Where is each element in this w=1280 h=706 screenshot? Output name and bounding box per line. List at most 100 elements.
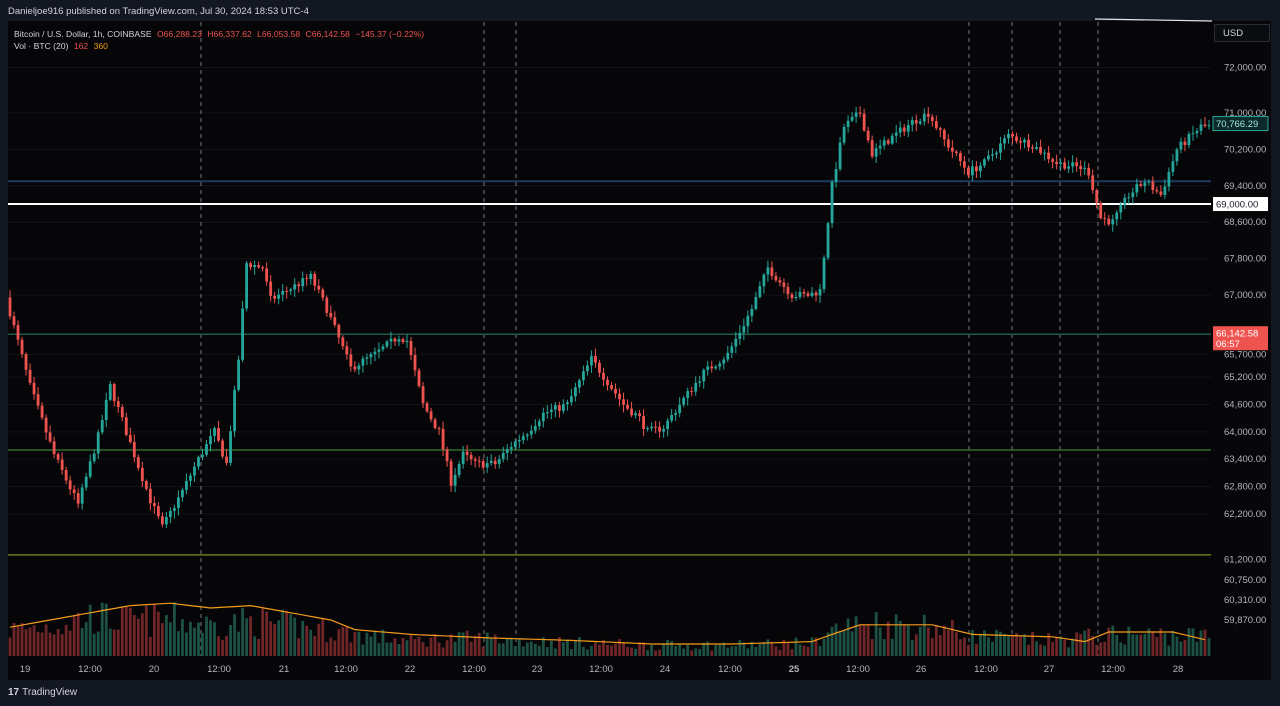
volume-bar <box>249 616 253 656</box>
volume-bar <box>1103 641 1107 656</box>
candle <box>409 340 413 356</box>
volume-bar <box>622 642 625 656</box>
volume-bar <box>120 606 124 656</box>
candle <box>501 452 505 460</box>
publish-info: Danieljoe916 published on TradingView.co… <box>8 6 309 17</box>
price-tick-label: 67,000.00 <box>1224 290 1266 301</box>
candle <box>425 403 429 412</box>
candle <box>389 338 393 342</box>
candle <box>594 355 597 363</box>
volume-bar <box>918 626 922 656</box>
volume-bar <box>349 642 353 656</box>
volume-bar <box>381 629 385 656</box>
volume-bar <box>726 647 730 656</box>
candle <box>678 404 682 413</box>
candle <box>1151 181 1155 191</box>
volume-bar <box>144 605 148 656</box>
candle <box>28 369 32 383</box>
volume-bar <box>509 637 513 656</box>
candle <box>999 143 1002 153</box>
legend-ohlc: Bitcoin / U.S. Dollar, 1h, COINBASE O66,… <box>14 29 427 39</box>
volume-bar <box>574 640 577 656</box>
candle <box>525 434 529 437</box>
candle <box>1175 149 1179 162</box>
candle <box>213 428 216 437</box>
tradingview-logo[interactable]: 17 TradingView <box>8 687 77 698</box>
candle <box>561 404 565 411</box>
volume-bar <box>1183 640 1187 656</box>
candle <box>782 282 786 287</box>
candle <box>814 292 818 296</box>
volume-bar <box>469 641 473 656</box>
candle <box>413 355 417 371</box>
candle <box>1087 167 1091 176</box>
volume-bar <box>582 646 585 656</box>
volume-bar <box>1139 634 1143 656</box>
candle <box>602 372 605 380</box>
volume-bar <box>285 610 289 656</box>
candle <box>898 127 902 133</box>
candle <box>946 139 950 148</box>
candles <box>8 106 1211 528</box>
candle <box>754 296 758 309</box>
volume-bar <box>489 637 493 656</box>
volume-bar <box>1083 630 1087 656</box>
candle <box>1115 212 1119 220</box>
candle <box>88 461 92 477</box>
candle <box>217 428 220 441</box>
candle <box>449 461 453 486</box>
volume-bar <box>301 620 305 656</box>
volume-bar <box>517 637 521 656</box>
volume-bar <box>1019 635 1022 656</box>
volume-bar <box>393 638 397 656</box>
candle <box>598 362 601 373</box>
volume-bar <box>1071 638 1075 656</box>
candle <box>453 474 457 486</box>
candle <box>557 405 561 411</box>
time-tick-label: 19 <box>20 664 31 675</box>
volume-bar <box>345 626 349 656</box>
price-tick-label: 64,600.00 <box>1224 399 1266 410</box>
candle <box>794 296 798 299</box>
volume-bar <box>810 637 814 656</box>
volume-bar <box>802 645 806 656</box>
volume-bar <box>1015 632 1018 656</box>
candle <box>309 273 313 279</box>
candle <box>16 325 20 340</box>
volume-bar <box>958 639 962 656</box>
candle <box>112 384 116 402</box>
candle <box>734 338 738 347</box>
candle <box>1071 162 1075 167</box>
volume-bar <box>902 623 906 656</box>
candle <box>1195 131 1199 134</box>
volume-bar <box>373 631 377 656</box>
volume-bar <box>910 640 914 656</box>
currency-button[interactable]: USD <box>1214 24 1270 42</box>
volume-bar <box>1131 634 1135 656</box>
candle <box>60 459 64 470</box>
candle <box>52 441 56 455</box>
volume-bars <box>8 602 1211 656</box>
candle <box>549 409 553 413</box>
volume-bar <box>570 649 573 656</box>
volume-bar <box>1123 644 1127 656</box>
volume-bar <box>537 645 541 656</box>
volume-bar <box>774 646 778 656</box>
candle <box>870 140 874 157</box>
price-tick-label: 68,600.00 <box>1224 217 1266 228</box>
time-axis[interactable] <box>8 658 1271 680</box>
volume-bar <box>682 648 686 656</box>
candle <box>838 142 842 170</box>
candle <box>702 369 706 382</box>
volume-bar <box>529 641 533 656</box>
candle <box>369 354 373 358</box>
volume-bar <box>377 643 381 656</box>
volume-bar <box>782 639 786 656</box>
volume-bar <box>578 637 581 656</box>
volume-bar <box>245 618 248 656</box>
candle <box>718 363 722 367</box>
volume-bar <box>858 624 862 656</box>
candle <box>822 257 826 290</box>
candle <box>698 381 702 383</box>
